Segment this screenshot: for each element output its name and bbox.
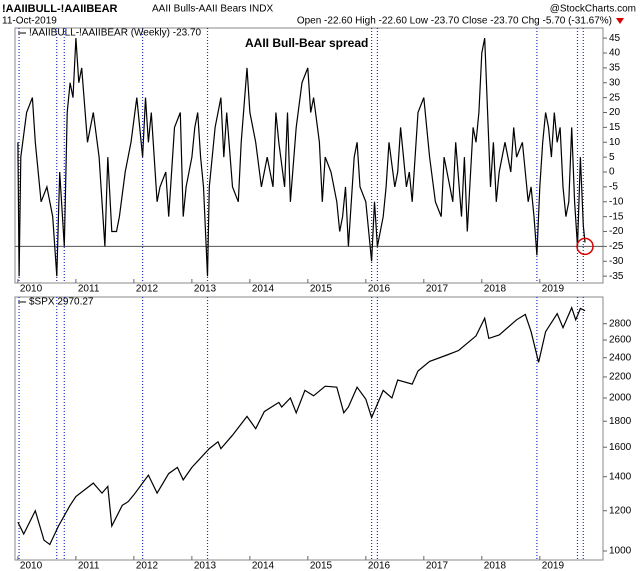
x-tick-label: 2011 xyxy=(78,561,100,571)
panel-frame xyxy=(14,296,604,561)
y-tick-label: 20 xyxy=(609,107,621,118)
x-tick-label: 2016 xyxy=(368,561,391,571)
x-tick-label: 2014 xyxy=(252,561,275,571)
y-tick-label: 5 xyxy=(609,152,615,163)
y-tick-label: 2400 xyxy=(609,352,632,363)
x-tick-label: 2018 xyxy=(484,561,507,571)
highlight-circle xyxy=(576,237,594,256)
y-tick-label: 25 xyxy=(609,92,621,103)
y-tick-label: 0 xyxy=(609,167,615,178)
x-tick-label: 2015 xyxy=(310,561,333,571)
y-tick-label: 15 xyxy=(609,122,621,133)
y-tick-label: 45 xyxy=(609,33,621,44)
x-tick-label: 2019 xyxy=(542,284,565,295)
down-arrow xyxy=(616,18,624,24)
x-tick-label: 2013 xyxy=(194,284,217,295)
y-tick-label: 2600 xyxy=(609,335,632,346)
y-tick-label: -10 xyxy=(609,196,624,207)
x-tick-label: 2010 xyxy=(20,561,43,571)
y-tick-label: -15 xyxy=(609,211,624,222)
y-tick-label: 1600 xyxy=(609,442,632,453)
x-tick-label: 2016 xyxy=(368,284,391,295)
description: AAII Bulls-AAII Bears INDX xyxy=(152,4,273,15)
x-tick-label: 2019 xyxy=(542,561,565,571)
x-tick-label: 2012 xyxy=(136,561,159,571)
y-tick-label: 1200 xyxy=(609,505,632,516)
x-tick-label: 2011 xyxy=(78,284,100,295)
y-tick-label: -5 xyxy=(609,182,618,193)
y-tick-label: 1800 xyxy=(609,416,632,427)
symbol: !AAIIBULL-!AAIIBEAR xyxy=(2,3,118,15)
x-tick-label: 2017 xyxy=(426,284,449,295)
x-tick-label: 2012 xyxy=(136,284,159,295)
y-tick-label: 40 xyxy=(609,48,621,59)
x-tick-label: 2018 xyxy=(484,284,507,295)
y-tick-label: 10 xyxy=(609,137,621,148)
x-tick-label: 2015 xyxy=(310,284,333,295)
y-tick-label: -20 xyxy=(609,226,624,237)
y-tick-label: 2800 xyxy=(609,318,632,329)
panel-frame xyxy=(14,27,604,284)
legend-label: !AAIIBULL-!AAIIBEAR (Weekly) -23.70 xyxy=(29,28,202,39)
y-tick-label: 2200 xyxy=(609,372,632,383)
y-tick-label: 30 xyxy=(609,77,621,88)
y-tick-label: 35 xyxy=(609,63,621,74)
y-tick-label: -35 xyxy=(609,271,624,282)
y-tick-label: -25 xyxy=(609,241,624,252)
x-tick-label: 2010 xyxy=(20,284,43,295)
date: 11-Oct-2019 xyxy=(2,16,57,27)
x-tick-label: 2013 xyxy=(194,561,217,571)
annotation: AAII Bull-Bear spread xyxy=(245,36,368,50)
x-tick-label: 2014 xyxy=(252,284,275,295)
y-tick-label: -30 xyxy=(609,256,624,267)
source: @StockCharts.com xyxy=(550,4,636,15)
series-line xyxy=(17,306,586,546)
legend-label: $SPX 2970.27 xyxy=(29,297,94,308)
y-tick-label: 1400 xyxy=(609,471,632,482)
series-line xyxy=(17,37,586,277)
y-tick-label: 2000 xyxy=(609,393,632,404)
y-tick-label: 1000 xyxy=(609,546,632,557)
quote: Open -22.60 High -22.60 Low -23.70 Close… xyxy=(297,16,612,27)
x-tick-label: 2017 xyxy=(426,561,449,571)
